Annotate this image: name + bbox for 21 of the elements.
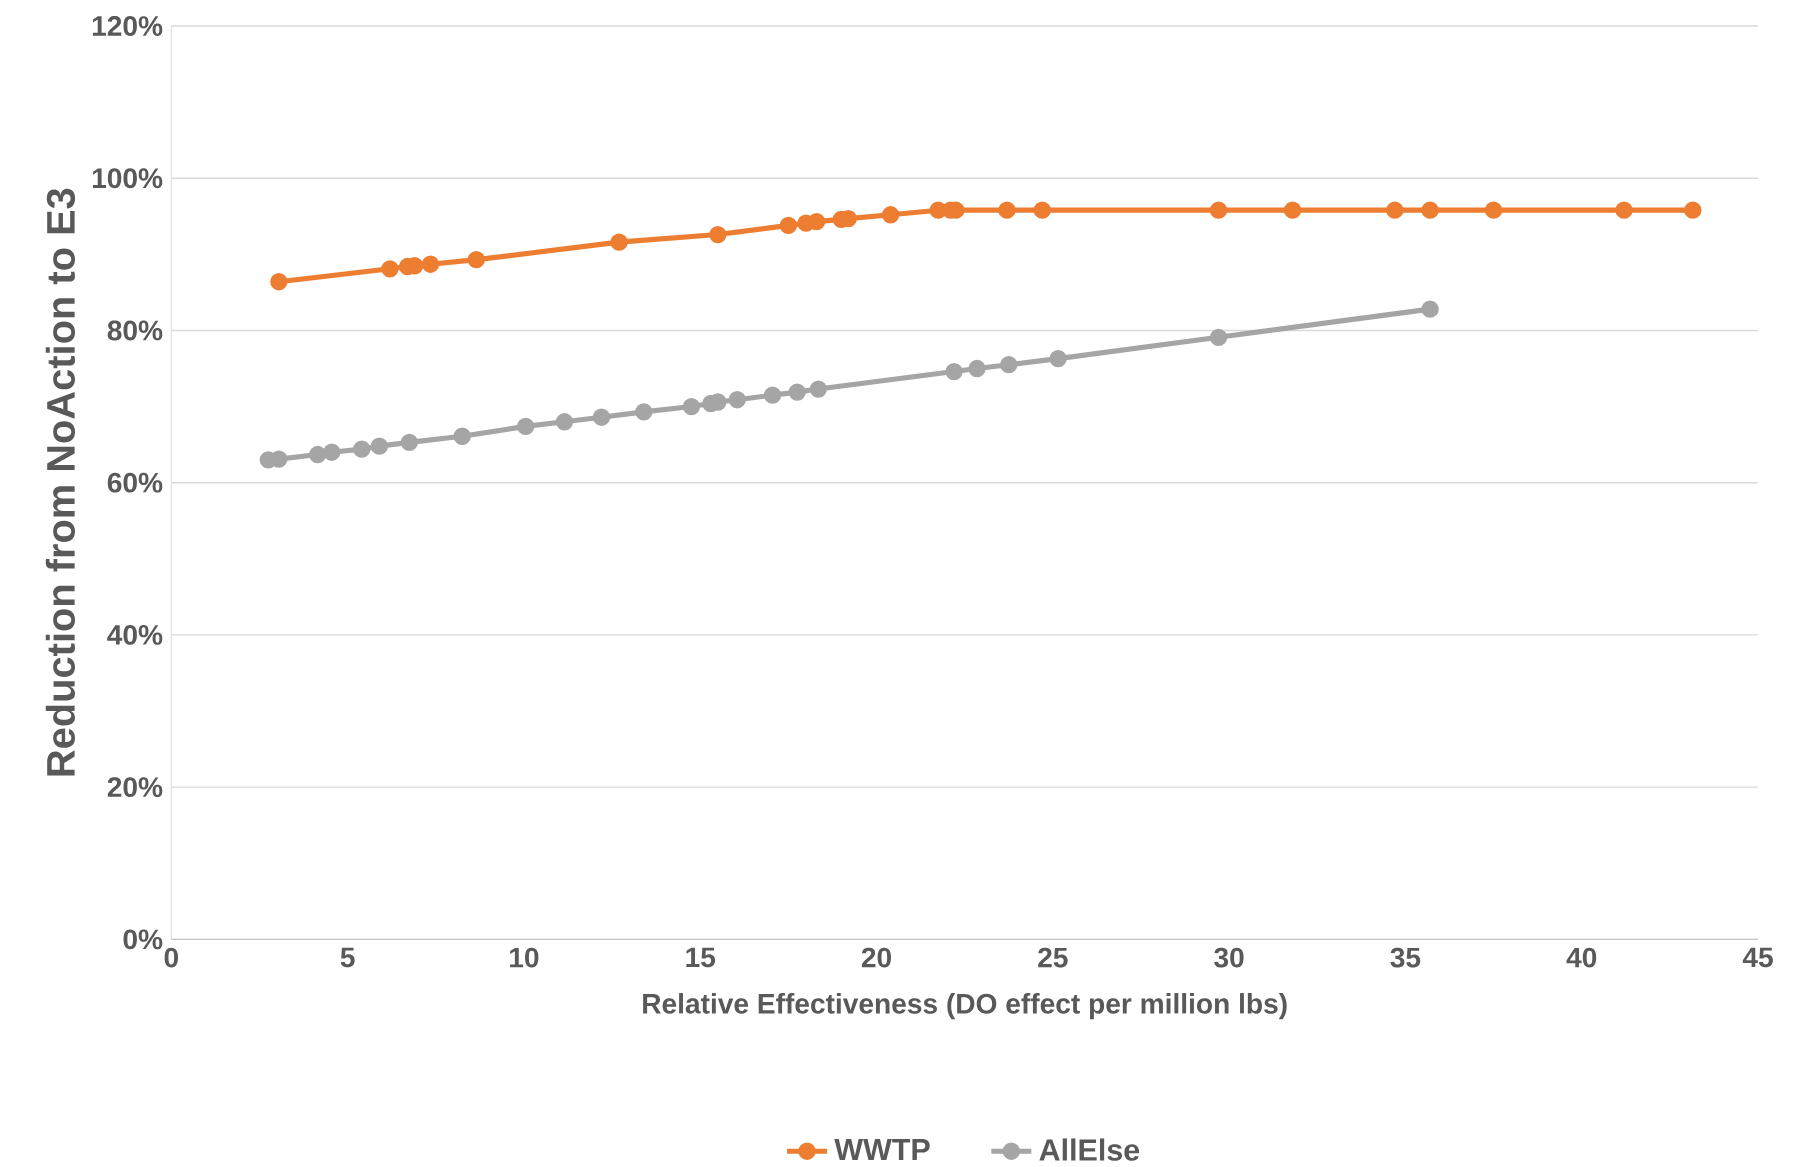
legend-label: WWTP: [834, 1138, 930, 1160]
x-tick-label: 35: [1390, 947, 1421, 968]
y-tick-label: 100%: [92, 168, 163, 188]
y-tick-label: 120%: [92, 15, 163, 36]
y-tick-label: 80%: [107, 320, 163, 341]
x-axis-title: Relative Effectiveness (DO effect per million lbs): [643, 992, 1287, 1020]
legend-label: AllElse: [1039, 1138, 1140, 1161]
x-tick-label: 30: [1214, 947, 1244, 968]
x-tick-label: 5: [340, 947, 355, 968]
x-tick-label: 15: [686, 947, 716, 968]
x-tick-label: 10: [510, 947, 539, 968]
x-tick-label: 40: [1566, 947, 1597, 968]
y-axis-title: Reduction from NoAction to E3: [45, 188, 76, 776]
x-tick-label: 25: [1038, 947, 1068, 968]
y-tick-label: 0%: [123, 929, 163, 950]
x-tick-label: 45: [1742, 947, 1773, 968]
y-tick-label: 40%: [107, 624, 163, 645]
y-tick-label: 20%: [107, 777, 163, 797]
x-tick-label: 0: [164, 947, 178, 968]
y-tick-label: 60%: [107, 472, 163, 493]
x-tick-label: 20: [861, 947, 891, 968]
